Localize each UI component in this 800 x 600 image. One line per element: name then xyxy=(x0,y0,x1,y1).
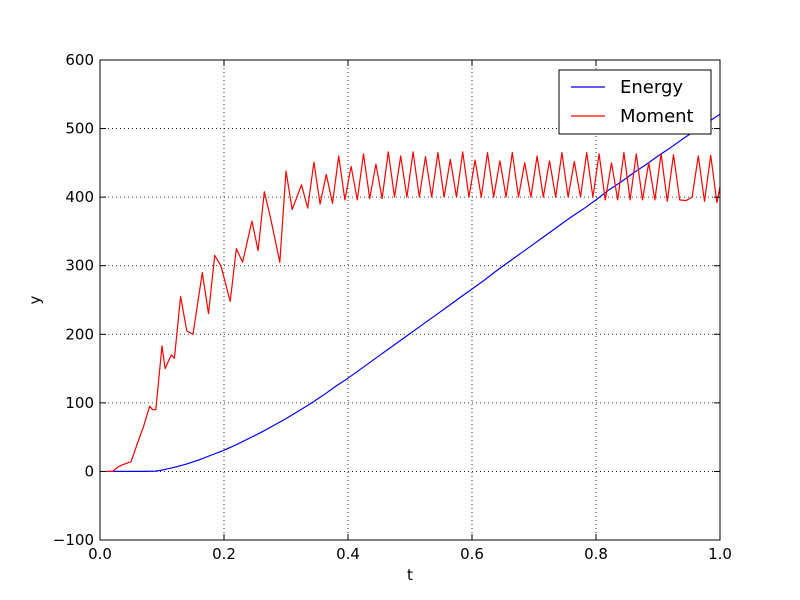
series-line-moment xyxy=(106,151,720,472)
y-tick-label: 100 xyxy=(65,394,94,412)
y-tick-label: 300 xyxy=(65,257,94,275)
x-tick-label: 1.0 xyxy=(708,545,732,563)
plot-frame xyxy=(99,59,721,541)
x-tick-label: 0.4 xyxy=(336,545,360,563)
y-tick-label: 200 xyxy=(65,325,94,343)
legend-label-energy: Energy xyxy=(620,77,683,98)
y-tick-label: −100 xyxy=(53,531,94,549)
y-tick-label: 500 xyxy=(65,120,94,138)
legend: Energy Moment xyxy=(558,69,712,135)
legend-label-moment: Moment xyxy=(620,106,694,127)
series-group xyxy=(106,113,720,472)
x-tick-label: 0.2 xyxy=(212,545,236,563)
y-tick-label: 0 xyxy=(84,462,94,480)
y-axis-label: y xyxy=(26,295,44,304)
series-line-energy xyxy=(106,113,720,472)
x-axis-label: t xyxy=(407,566,413,584)
ticks: 0.0 0.2 0.4 0.6 0.8 1.0 −100 0 100 200 300 400 500 60… xyxy=(53,51,732,563)
y-tick-label: 400 xyxy=(65,188,94,206)
x-tick-label: 0.0 xyxy=(88,545,112,563)
x-tick-label: 0.6 xyxy=(460,545,484,563)
y-tick-label: 600 xyxy=(65,51,94,69)
x-tick-label: 0.8 xyxy=(584,545,608,563)
series-layer xyxy=(106,113,720,472)
legend-box xyxy=(558,69,712,135)
